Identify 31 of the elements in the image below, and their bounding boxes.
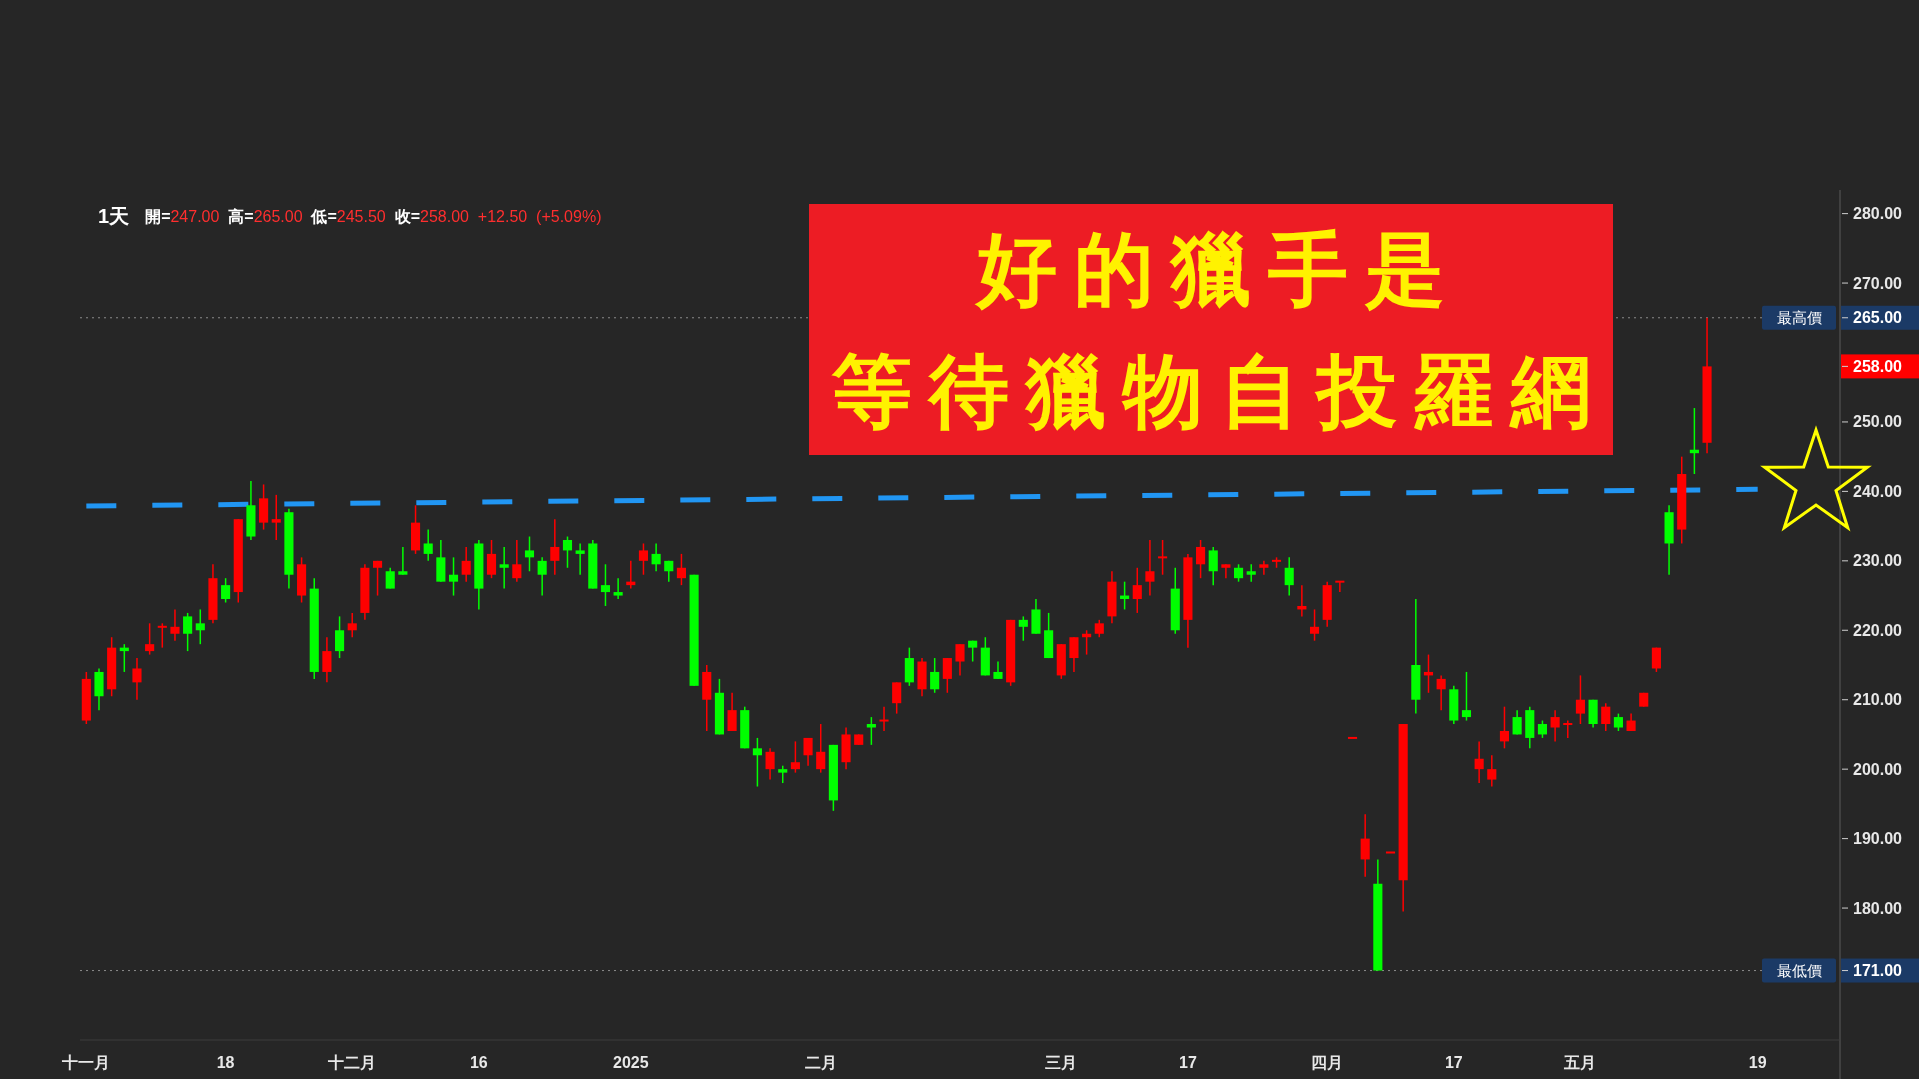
x-tick-label: 18 xyxy=(216,1053,235,1071)
x-tick-label: 三月 xyxy=(1045,1053,1078,1071)
x-tick-label: 17 xyxy=(1179,1053,1197,1071)
x-tick-label: 四月 xyxy=(1311,1053,1344,1071)
y-tick-label: 210.00 xyxy=(1853,691,1902,709)
y-tick-label: 265.00 xyxy=(1853,309,1902,327)
y-tick-label: 230.00 xyxy=(1853,552,1902,570)
y-tick-label: 190.00 xyxy=(1853,830,1902,848)
y-tick-label: 280.00 xyxy=(1853,205,1902,223)
x-tick-label: 二月 xyxy=(804,1053,837,1071)
y-tick-label: 180.00 xyxy=(1853,899,1902,917)
ref-line-label: 最高價 xyxy=(1776,309,1822,327)
y-tick-label: 270.00 xyxy=(1853,274,1902,292)
x-tick-label: 十二月 xyxy=(328,1053,377,1071)
y-tick-label: 250.00 xyxy=(1853,413,1902,431)
y-tick-label: 240.00 xyxy=(1853,482,1902,500)
banner-text: 等待獵物自投羅網 xyxy=(831,343,1608,438)
title: 1天 xyxy=(98,205,130,227)
y-tick-label: 258.00 xyxy=(1853,357,1902,375)
subtitle: 開=247.00 高=265.00 低=245.50 收=258.00 +12.50 (+5.09%) xyxy=(145,207,602,225)
x-tick-label: 五月 xyxy=(1564,1053,1597,1071)
ref-line-label: 最低價 xyxy=(1776,962,1822,980)
y-tick-label: 220.00 xyxy=(1853,621,1902,639)
x-tick-label: 十一月 xyxy=(62,1053,111,1071)
x-tick-label: 2025 xyxy=(613,1053,649,1071)
y-tick-label: 200.00 xyxy=(1853,760,1902,778)
x-tick-label: 17 xyxy=(1444,1053,1463,1071)
banner-text: 好的獵手是 xyxy=(977,221,1462,316)
x-tick-label: 19 xyxy=(1748,1053,1767,1071)
x-tick-label: 16 xyxy=(469,1053,488,1071)
y-tick-label: 171.00 xyxy=(1853,962,1902,980)
